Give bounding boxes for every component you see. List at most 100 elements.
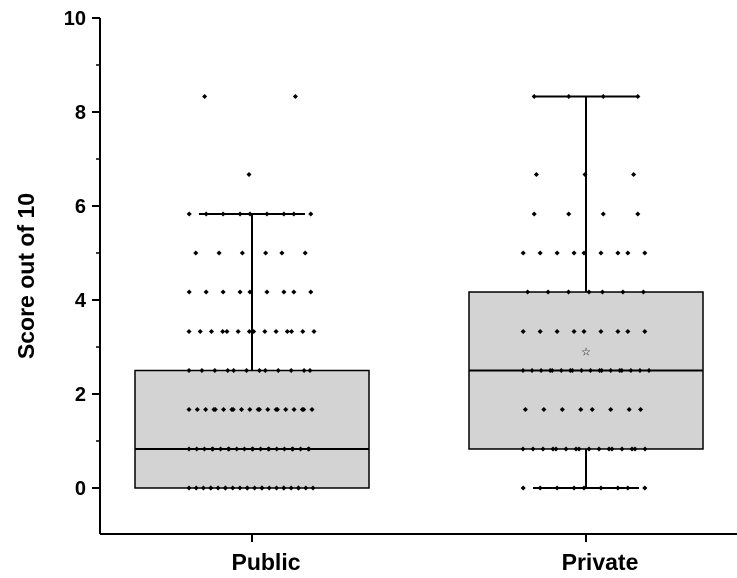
data-point <box>273 485 280 491</box>
data-point <box>264 289 270 295</box>
data-point <box>266 485 272 491</box>
data-point <box>262 367 268 374</box>
data-point <box>300 328 306 335</box>
data-point <box>237 485 243 491</box>
data-point <box>186 406 192 413</box>
y-tick-label: 0 <box>75 478 86 500</box>
data-point <box>642 250 648 256</box>
y-axis-title: Score out of 10 <box>13 193 39 359</box>
data-point <box>608 367 614 374</box>
data-point <box>596 446 602 452</box>
data-point <box>626 406 632 413</box>
data-point <box>586 446 592 452</box>
data-point <box>215 485 221 491</box>
data-point <box>279 250 285 256</box>
data-point <box>520 446 526 452</box>
data-point <box>230 406 236 413</box>
data-point <box>288 328 295 335</box>
data-point <box>222 485 229 491</box>
y-tick-label: 8 <box>75 102 86 124</box>
data-point <box>581 328 587 335</box>
data-point <box>566 93 572 100</box>
data-point <box>553 446 559 452</box>
data-point <box>531 93 537 100</box>
data-point <box>220 211 226 217</box>
data-point <box>258 446 264 452</box>
data-point <box>631 171 637 178</box>
data-point <box>290 446 296 452</box>
data-point <box>308 211 314 217</box>
data-point <box>554 250 560 256</box>
data-point <box>533 171 539 178</box>
data-point <box>292 93 298 100</box>
data-point <box>520 328 526 335</box>
data-point <box>632 446 638 452</box>
data-point <box>642 328 648 335</box>
data-point <box>291 289 297 295</box>
data-point <box>244 485 250 491</box>
data-point <box>566 211 572 217</box>
y-tick-label: 4 <box>75 290 87 312</box>
data-point <box>194 446 200 452</box>
data-point <box>218 446 224 452</box>
data-point <box>200 485 206 491</box>
box-private <box>468 95 704 489</box>
data-point <box>230 485 236 491</box>
data-point <box>203 406 209 413</box>
data-point <box>263 250 269 256</box>
data-point <box>291 211 297 217</box>
boxes <box>134 95 704 489</box>
data-point <box>310 485 316 491</box>
data-point <box>522 406 528 413</box>
data-point <box>193 250 199 256</box>
data-point <box>251 328 257 335</box>
data-point <box>186 289 192 295</box>
data-point <box>296 485 302 491</box>
data-point <box>288 485 294 491</box>
data-point <box>281 211 287 217</box>
data-point <box>250 446 256 452</box>
data-point <box>208 485 214 491</box>
data-point <box>247 406 253 413</box>
data-point <box>578 367 585 374</box>
data-point <box>264 211 270 217</box>
data-point <box>226 446 232 452</box>
data-point <box>609 446 615 452</box>
data-point <box>193 485 199 491</box>
data-point <box>550 446 556 452</box>
y-tick-label: 6 <box>75 196 86 218</box>
data-point <box>281 485 287 491</box>
data-point <box>186 485 192 491</box>
data-point <box>625 250 631 256</box>
data-point <box>256 367 263 374</box>
data-point <box>197 328 203 335</box>
data-point <box>274 446 280 452</box>
data-point <box>598 328 604 335</box>
data-point <box>529 367 535 374</box>
data-point <box>625 485 631 491</box>
data-point <box>186 211 192 217</box>
data-point <box>573 446 579 452</box>
data-point <box>283 406 289 413</box>
data-point <box>619 446 625 452</box>
data-point <box>241 446 247 452</box>
data-point <box>537 485 543 491</box>
data-point <box>520 367 526 374</box>
data-point <box>599 367 605 374</box>
data-point <box>587 367 594 374</box>
data-point <box>571 485 577 491</box>
data-point <box>274 406 280 413</box>
data-point <box>235 328 241 335</box>
data-point <box>581 485 587 491</box>
data-point <box>615 485 621 491</box>
data-point <box>311 328 317 335</box>
data-point <box>642 485 648 491</box>
data-point <box>202 93 208 100</box>
data-point <box>520 485 526 491</box>
data-point <box>598 250 604 256</box>
data-point <box>308 289 314 295</box>
data-point <box>234 446 240 452</box>
data-point <box>520 250 526 256</box>
data-point <box>237 211 243 217</box>
data-point <box>243 367 250 374</box>
